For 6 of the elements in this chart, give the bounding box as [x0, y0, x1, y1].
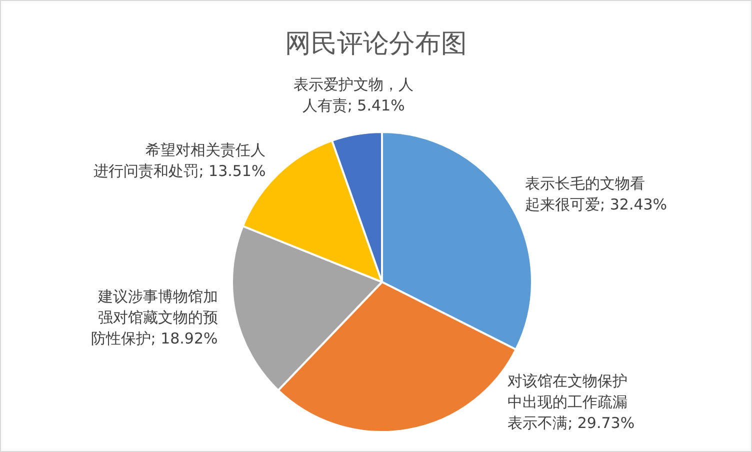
slice-label: 表示长毛的文物看起来很可爱; 32.43%	[525, 174, 668, 214]
slice-label: 建议涉事博物馆加强对馆藏文物的预防性保护; 18.92%	[90, 287, 218, 348]
slice-label: 表示爱护文物，人人有责; 5.41%	[294, 75, 414, 114]
slice-label: 对该馆在文物保护中出现的工作疏漏表示不满; 29.73%	[508, 372, 635, 432]
slice-label: 希望对相关责任人进行问责和处罚; 13.51%	[94, 141, 266, 180]
chart-title: 网民评论分布图	[285, 29, 467, 59]
